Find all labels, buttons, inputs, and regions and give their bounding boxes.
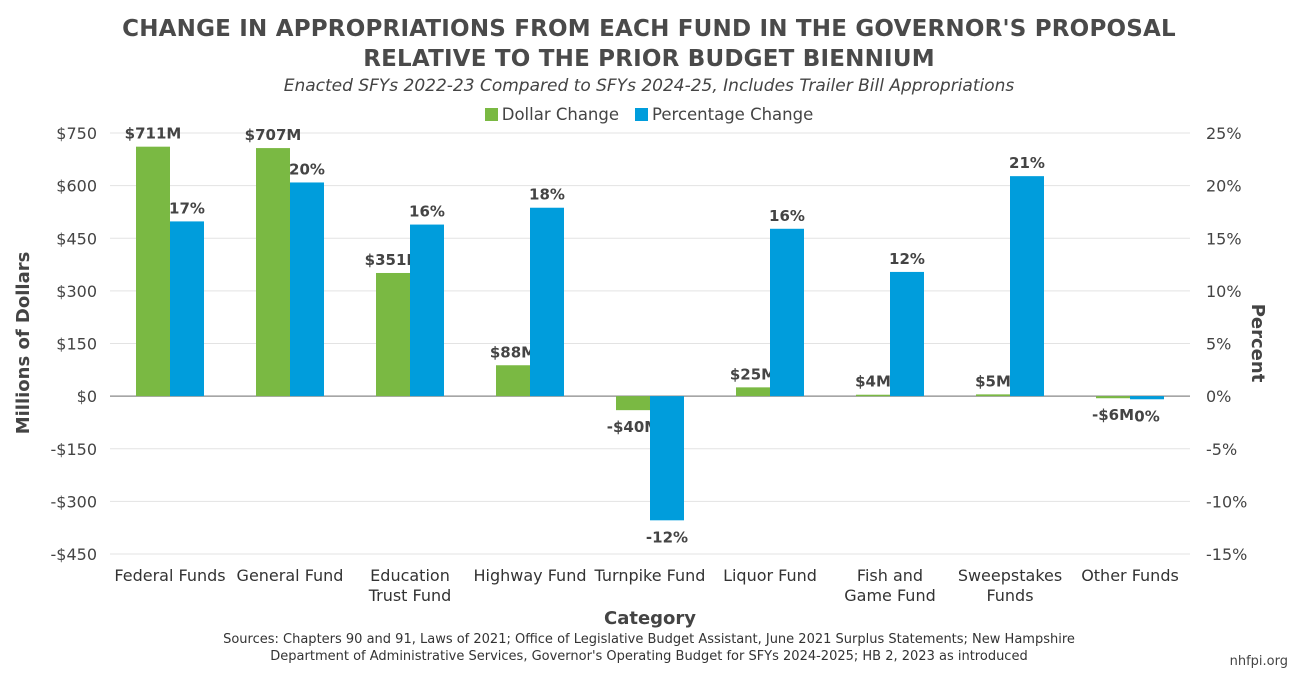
data-label: 21%	[1009, 154, 1045, 172]
x-tick-label: Federal Funds	[114, 566, 225, 585]
y-tick-label: -$450	[51, 545, 98, 564]
x-tick-label: Fish and	[857, 566, 923, 585]
y2-tick-label: 5%	[1206, 335, 1231, 354]
y-tick-label: -$300	[51, 492, 98, 511]
legend-item-percent: Percentage Change	[635, 105, 813, 124]
bar-percentage-change	[890, 271, 924, 397]
data-label: $25M	[730, 365, 776, 383]
chart-title-line1: CHANGE IN APPROPRIATIONS FROM EACH FUND …	[122, 16, 1176, 42]
bar-percentage-change	[410, 224, 444, 397]
y2-tick-label: 25%	[1206, 124, 1242, 143]
y-tick-label: $300	[56, 282, 97, 301]
source-note: Sources: Chapters 90 and 91, Laws of 202…	[0, 631, 1298, 665]
y2-tick-label: 20%	[1206, 177, 1242, 196]
x-tick-label: Trust Fund	[368, 586, 452, 605]
x-tick-label: Education	[370, 566, 450, 585]
bar-dollar-change	[976, 394, 1010, 397]
x-tick-label: General Fund	[237, 566, 344, 585]
data-label: $351M	[365, 251, 422, 269]
legend-label-percent: Percentage Change	[652, 105, 814, 124]
data-label: $5M	[975, 372, 1011, 390]
legend-item-dollar: Dollar Change	[484, 105, 620, 124]
y2-tick-label: -5%	[1206, 440, 1237, 459]
bar-percentage-change	[1130, 396, 1164, 400]
y2-tick-label: 15%	[1206, 229, 1242, 248]
data-label: -$40M	[607, 418, 659, 436]
y2-axis-title: Percent	[1247, 304, 1268, 383]
y-tick-label: $450	[56, 229, 97, 248]
legend-label-dollar: Dollar Change	[501, 105, 620, 124]
y2-tick-label: 10%	[1206, 282, 1242, 301]
bar-dollar-change	[856, 394, 890, 397]
bar-percentage-change	[650, 396, 684, 521]
bar-dollar-change	[616, 396, 650, 411]
legend: Dollar Change Percentage Change	[0, 105, 1298, 124]
data-label: 20%	[289, 160, 325, 178]
y-tick-label: $600	[56, 177, 97, 196]
bar-dollar-change	[1096, 396, 1130, 399]
bar-dollar-change	[496, 365, 530, 397]
data-label: 16%	[769, 207, 805, 225]
bar-dollar-change	[256, 148, 290, 397]
y-tick-label: -$150	[51, 440, 98, 459]
brand-url: nhfpi.org	[1229, 654, 1288, 669]
x-tick-label: Funds	[986, 586, 1033, 605]
y-tick-label: $0	[77, 387, 97, 406]
source-line1: Sources: Chapters 90 and 91, Laws of 202…	[223, 632, 1075, 647]
data-label: $88M	[490, 343, 536, 361]
y2-tick-label: -15%	[1206, 545, 1247, 564]
y2-tick-label: -10%	[1206, 492, 1247, 511]
x-tick-label: Liquor Fund	[723, 566, 817, 585]
bar-dollar-change	[376, 272, 410, 397]
data-label: -12%	[646, 528, 688, 546]
bar-percentage-change	[770, 228, 804, 397]
data-label: 17%	[169, 199, 205, 217]
y-tick-label: $750	[56, 124, 97, 143]
y-axis-title: Millions of Dollars	[13, 252, 34, 435]
data-label: $707M	[245, 126, 302, 144]
chart-subtitle: Enacted SFYs 2022-23 Compared to SFYs 20…	[283, 76, 1015, 96]
data-label: 12%	[889, 250, 925, 268]
x-tick-label: Sweepstakes	[958, 566, 1062, 585]
y2-tick-label: 0%	[1206, 387, 1231, 406]
bar-percentage-change	[170, 221, 204, 397]
bar-percentage-change	[290, 182, 324, 397]
data-label: 18%	[529, 186, 565, 204]
bar-dollar-change	[736, 387, 770, 397]
data-label: -$6M	[1092, 406, 1134, 424]
data-label: 16%	[409, 203, 445, 221]
data-label: $711M	[125, 125, 182, 143]
data-label: $4M	[855, 373, 891, 391]
y-tick-label: $150	[56, 335, 97, 354]
bar-dollar-change	[136, 146, 170, 397]
x-tick-label: Game Fund	[844, 586, 935, 605]
chart-title-line2: RELATIVE TO THE PRIOR BUDGET BIENNIUM	[363, 46, 935, 72]
source-line2: Department of Administrative Services, G…	[270, 649, 1028, 664]
legend-swatch-dollar	[484, 108, 498, 121]
x-tick-label: Highway Fund	[474, 566, 587, 585]
legend-swatch-percent	[635, 108, 649, 121]
bar-percentage-change	[1010, 176, 1044, 397]
bar-percentage-change	[530, 207, 564, 397]
x-tick-label: Other Funds	[1081, 566, 1179, 585]
data-label: 0%	[1134, 407, 1159, 425]
x-tick-label: Turnpike Fund	[594, 566, 706, 585]
x-axis-title: Category	[604, 608, 696, 629]
